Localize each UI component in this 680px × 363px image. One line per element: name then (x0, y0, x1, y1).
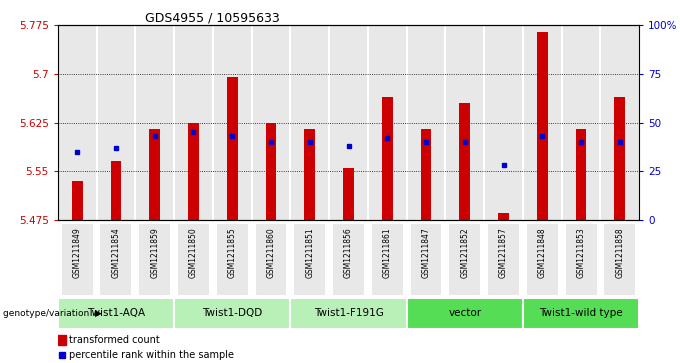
Bar (484, 25, 523, 220)
Bar (61, 223, 94, 296)
Text: GSM1211853: GSM1211853 (577, 227, 585, 278)
Bar (615, 97, 625, 220)
Text: GSM1211861: GSM1211861 (383, 227, 392, 277)
Text: GSM1211852: GSM1211852 (460, 227, 469, 277)
Bar (409, 223, 443, 296)
Bar (97, 25, 135, 220)
Text: transformed count: transformed count (69, 335, 160, 345)
Bar (72, 181, 82, 220)
Bar (266, 122, 276, 220)
Text: GSM1211850: GSM1211850 (189, 227, 198, 278)
Bar (329, 25, 368, 220)
Bar (174, 25, 213, 220)
Bar (138, 223, 171, 296)
Bar (523, 25, 562, 220)
Text: Twist1-DQD: Twist1-DQD (202, 308, 262, 318)
Text: GSM1211859: GSM1211859 (150, 227, 159, 278)
Bar (293, 223, 326, 296)
Bar (460, 103, 470, 220)
Text: GSM1211851: GSM1211851 (305, 227, 314, 277)
Text: Twist1-F191G: Twist1-F191G (313, 308, 384, 318)
Bar (305, 129, 315, 220)
Bar (537, 32, 547, 220)
Text: vector: vector (448, 308, 481, 318)
Bar (227, 77, 237, 220)
Bar (371, 223, 404, 296)
Bar (564, 223, 598, 296)
Bar (174, 298, 290, 329)
Text: genotype/variation  ▶: genotype/variation ▶ (3, 309, 102, 318)
Text: GSM1211849: GSM1211849 (73, 227, 82, 278)
Bar (216, 223, 249, 296)
Bar (99, 223, 133, 296)
Bar (290, 25, 329, 220)
Text: GSM1211857: GSM1211857 (499, 227, 508, 278)
Bar (58, 298, 174, 329)
Text: GSM1211847: GSM1211847 (422, 227, 430, 278)
Text: GSM1211855: GSM1211855 (228, 227, 237, 278)
Bar (523, 298, 639, 329)
Bar (487, 223, 520, 296)
Bar (290, 298, 407, 329)
Bar (254, 223, 288, 296)
Text: Twist1-wild type: Twist1-wild type (539, 308, 623, 318)
Text: GSM1211854: GSM1211854 (112, 227, 120, 278)
Text: GSM1211858: GSM1211858 (615, 227, 624, 277)
Bar (252, 25, 290, 220)
Bar (576, 129, 586, 220)
Bar (448, 223, 481, 296)
Bar (445, 25, 484, 220)
Text: percentile rank within the sample: percentile rank within the sample (69, 350, 234, 360)
Bar (213, 25, 252, 220)
Bar (111, 161, 121, 220)
Bar (421, 129, 431, 220)
Bar (526, 223, 559, 296)
Text: GSM1211856: GSM1211856 (344, 227, 353, 278)
Bar (150, 129, 160, 220)
Text: Twist1-AQA: Twist1-AQA (87, 308, 145, 318)
Bar (343, 168, 354, 220)
Bar (407, 298, 523, 329)
Bar (188, 122, 199, 220)
Bar (407, 25, 445, 220)
Bar (135, 25, 174, 220)
Text: GSM1211860: GSM1211860 (267, 227, 275, 278)
Text: GDS4955 / 10595633: GDS4955 / 10595633 (145, 11, 279, 24)
Bar (58, 25, 97, 220)
Bar (382, 97, 392, 220)
Bar (368, 25, 407, 220)
Bar (177, 223, 210, 296)
Bar (603, 223, 636, 296)
Text: GSM1211848: GSM1211848 (538, 227, 547, 277)
Bar (332, 223, 365, 296)
Bar (600, 25, 639, 220)
Bar (498, 213, 509, 220)
Bar (58, 335, 66, 345)
Bar (562, 25, 600, 220)
